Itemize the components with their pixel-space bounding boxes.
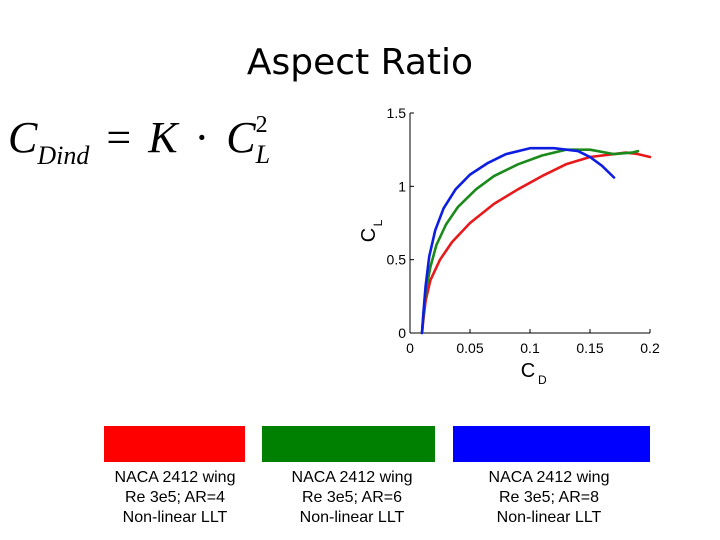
x-tick-label: 0.2 <box>640 340 660 356</box>
legend-line: Non-linear LLT <box>496 509 602 526</box>
formula-lhs-c: C <box>8 113 38 162</box>
legend-line: Re 3e5; AR=6 <box>301 489 403 506</box>
y-axis-label-subscript: L <box>371 219 385 226</box>
legend-line: Non-linear LLT <box>299 509 405 526</box>
legend-text-ar6: NACA 2412 wing Re 3e5; AR=6 Non-linear L… <box>262 468 442 528</box>
series-line-ar4 <box>420 151 652 335</box>
x-axis-label-subscript: D <box>538 373 547 387</box>
y-tick-label: 0 <box>398 325 406 341</box>
legend-line: NACA 2412 wing <box>114 469 236 486</box>
legend-text-ar8: NACA 2412 wing Re 3e5; AR=8 Non-linear L… <box>459 468 639 528</box>
formula-lhs-subscript: Dind <box>37 141 90 170</box>
x-tick-label: 0 <box>406 340 414 356</box>
y-tick-label: 0.5 <box>387 252 407 268</box>
formula-dot: · <box>194 113 210 162</box>
x-tick-label: 0.15 <box>576 340 603 356</box>
legend-line: Non-linear LLT <box>122 509 228 526</box>
formula-rhs-subscript: L <box>255 140 271 169</box>
x-axis-label: C <box>521 360 535 382</box>
legend-swatch-ar4 <box>104 426 245 462</box>
series-line-ar8 <box>420 146 616 335</box>
legend-line: Re 3e5; AR=8 <box>498 489 600 506</box>
formula-equals: = <box>106 113 132 162</box>
legend-swatch-ar8 <box>453 426 650 462</box>
slide-title: Aspect Ratio <box>246 42 474 83</box>
x-tick-label: 0.1 <box>520 340 540 356</box>
y-tick-label: 1 <box>398 178 406 194</box>
legend-line: Re 3e5; AR=4 <box>124 489 226 506</box>
formula-rhs-c: C <box>226 113 256 162</box>
series-line-ar6 <box>420 148 640 335</box>
legend-swatch-ar6 <box>262 426 435 462</box>
cl-vs-cd-plot: 0 0.05 0.1 0.15 0.200.511.5C DCL <box>358 105 660 387</box>
y-axis-label: C <box>358 228 380 242</box>
legend-line: NACA 2412 wing <box>291 469 413 486</box>
x-tick-label: 0.05 <box>456 340 483 356</box>
formula-rhs-superscript: 2 <box>255 112 268 138</box>
y-tick-label: 1.5 <box>387 105 407 121</box>
formula-k: K <box>148 113 178 162</box>
legend-line: NACA 2412 wing <box>488 469 610 486</box>
legend-text-ar4: NACA 2412 wing Re 3e5; AR=4 Non-linear L… <box>85 468 265 528</box>
